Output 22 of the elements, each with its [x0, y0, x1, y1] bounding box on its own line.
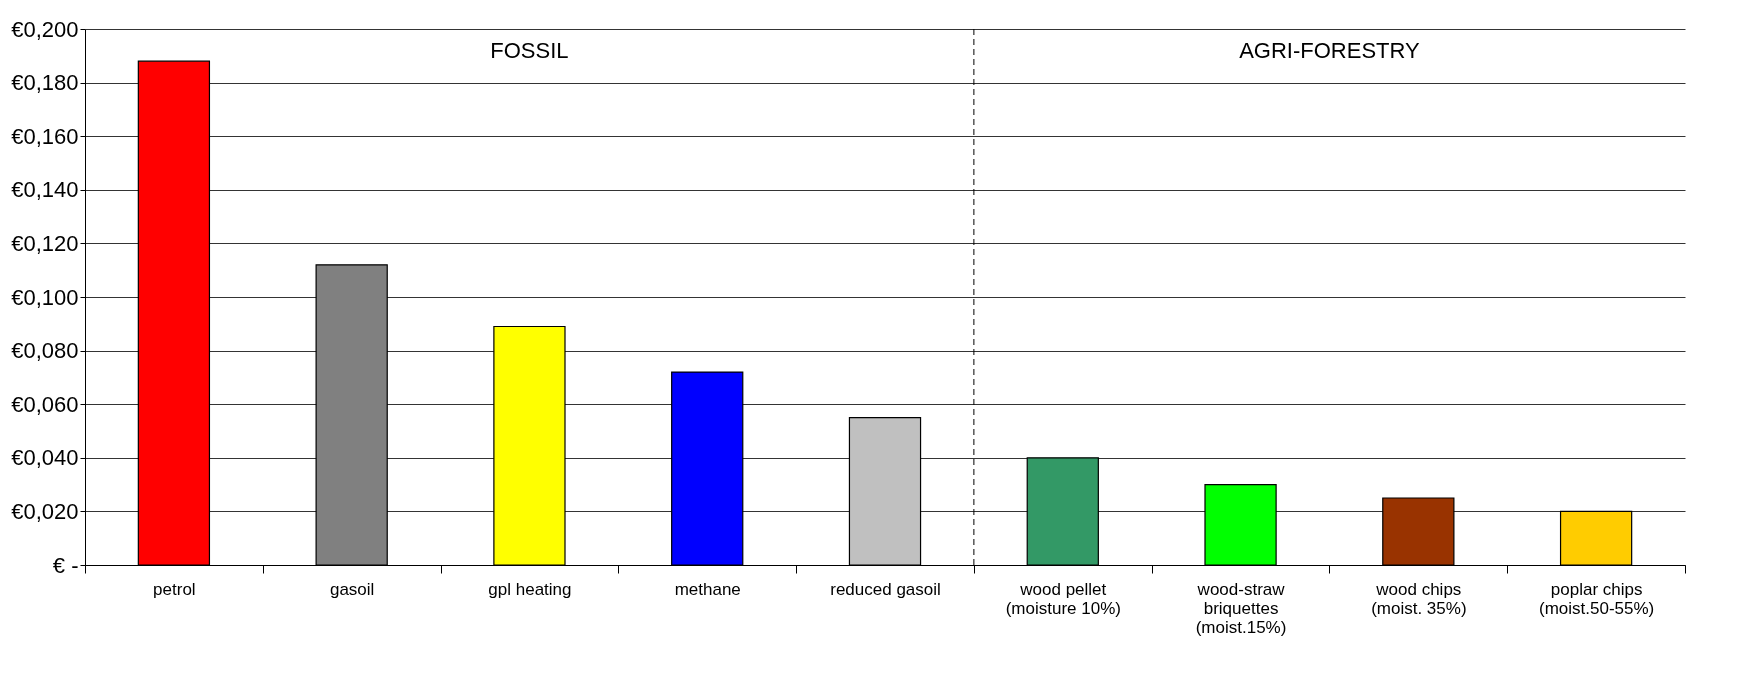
- y-tick-label: €0,200: [11, 16, 79, 42]
- y-tick-label: €0,160: [11, 123, 79, 149]
- x-tick-label: gpl heating: [488, 579, 572, 599]
- annotation: AGRI-FORESTRY: [1239, 38, 1421, 63]
- y-tick-label: € -: [52, 552, 79, 578]
- x-tick-label: wood pellet (moisture 10%): [1005, 579, 1121, 618]
- x-tick-label: reduced gasoil: [830, 579, 941, 599]
- y-tick-label: €0,120: [11, 230, 79, 256]
- x-tick-label: poplar chips (moist.50-55%): [1538, 579, 1655, 618]
- y-tick-label: €0,080: [11, 338, 79, 364]
- y-tick-label: €0,040: [11, 445, 79, 471]
- x-tick-label: wood-straw briquettes (moist.15%): [1195, 579, 1287, 637]
- x-tick-label: wood chips (moist. 35%): [1371, 579, 1467, 618]
- x-tick-label: gasoil: [329, 579, 375, 599]
- annotation: FOSSIL: [490, 38, 569, 63]
- y-tick-label: €0,140: [11, 177, 79, 203]
- x-tick-label: petrol: [153, 579, 196, 599]
- y-tick-label: €0,180: [11, 70, 79, 96]
- x-tick-label: methane: [674, 579, 741, 599]
- y-tick-label: €0,100: [11, 284, 79, 310]
- y-tick-label: €0,020: [11, 498, 79, 524]
- y-tick-label: €0,060: [11, 391, 79, 417]
